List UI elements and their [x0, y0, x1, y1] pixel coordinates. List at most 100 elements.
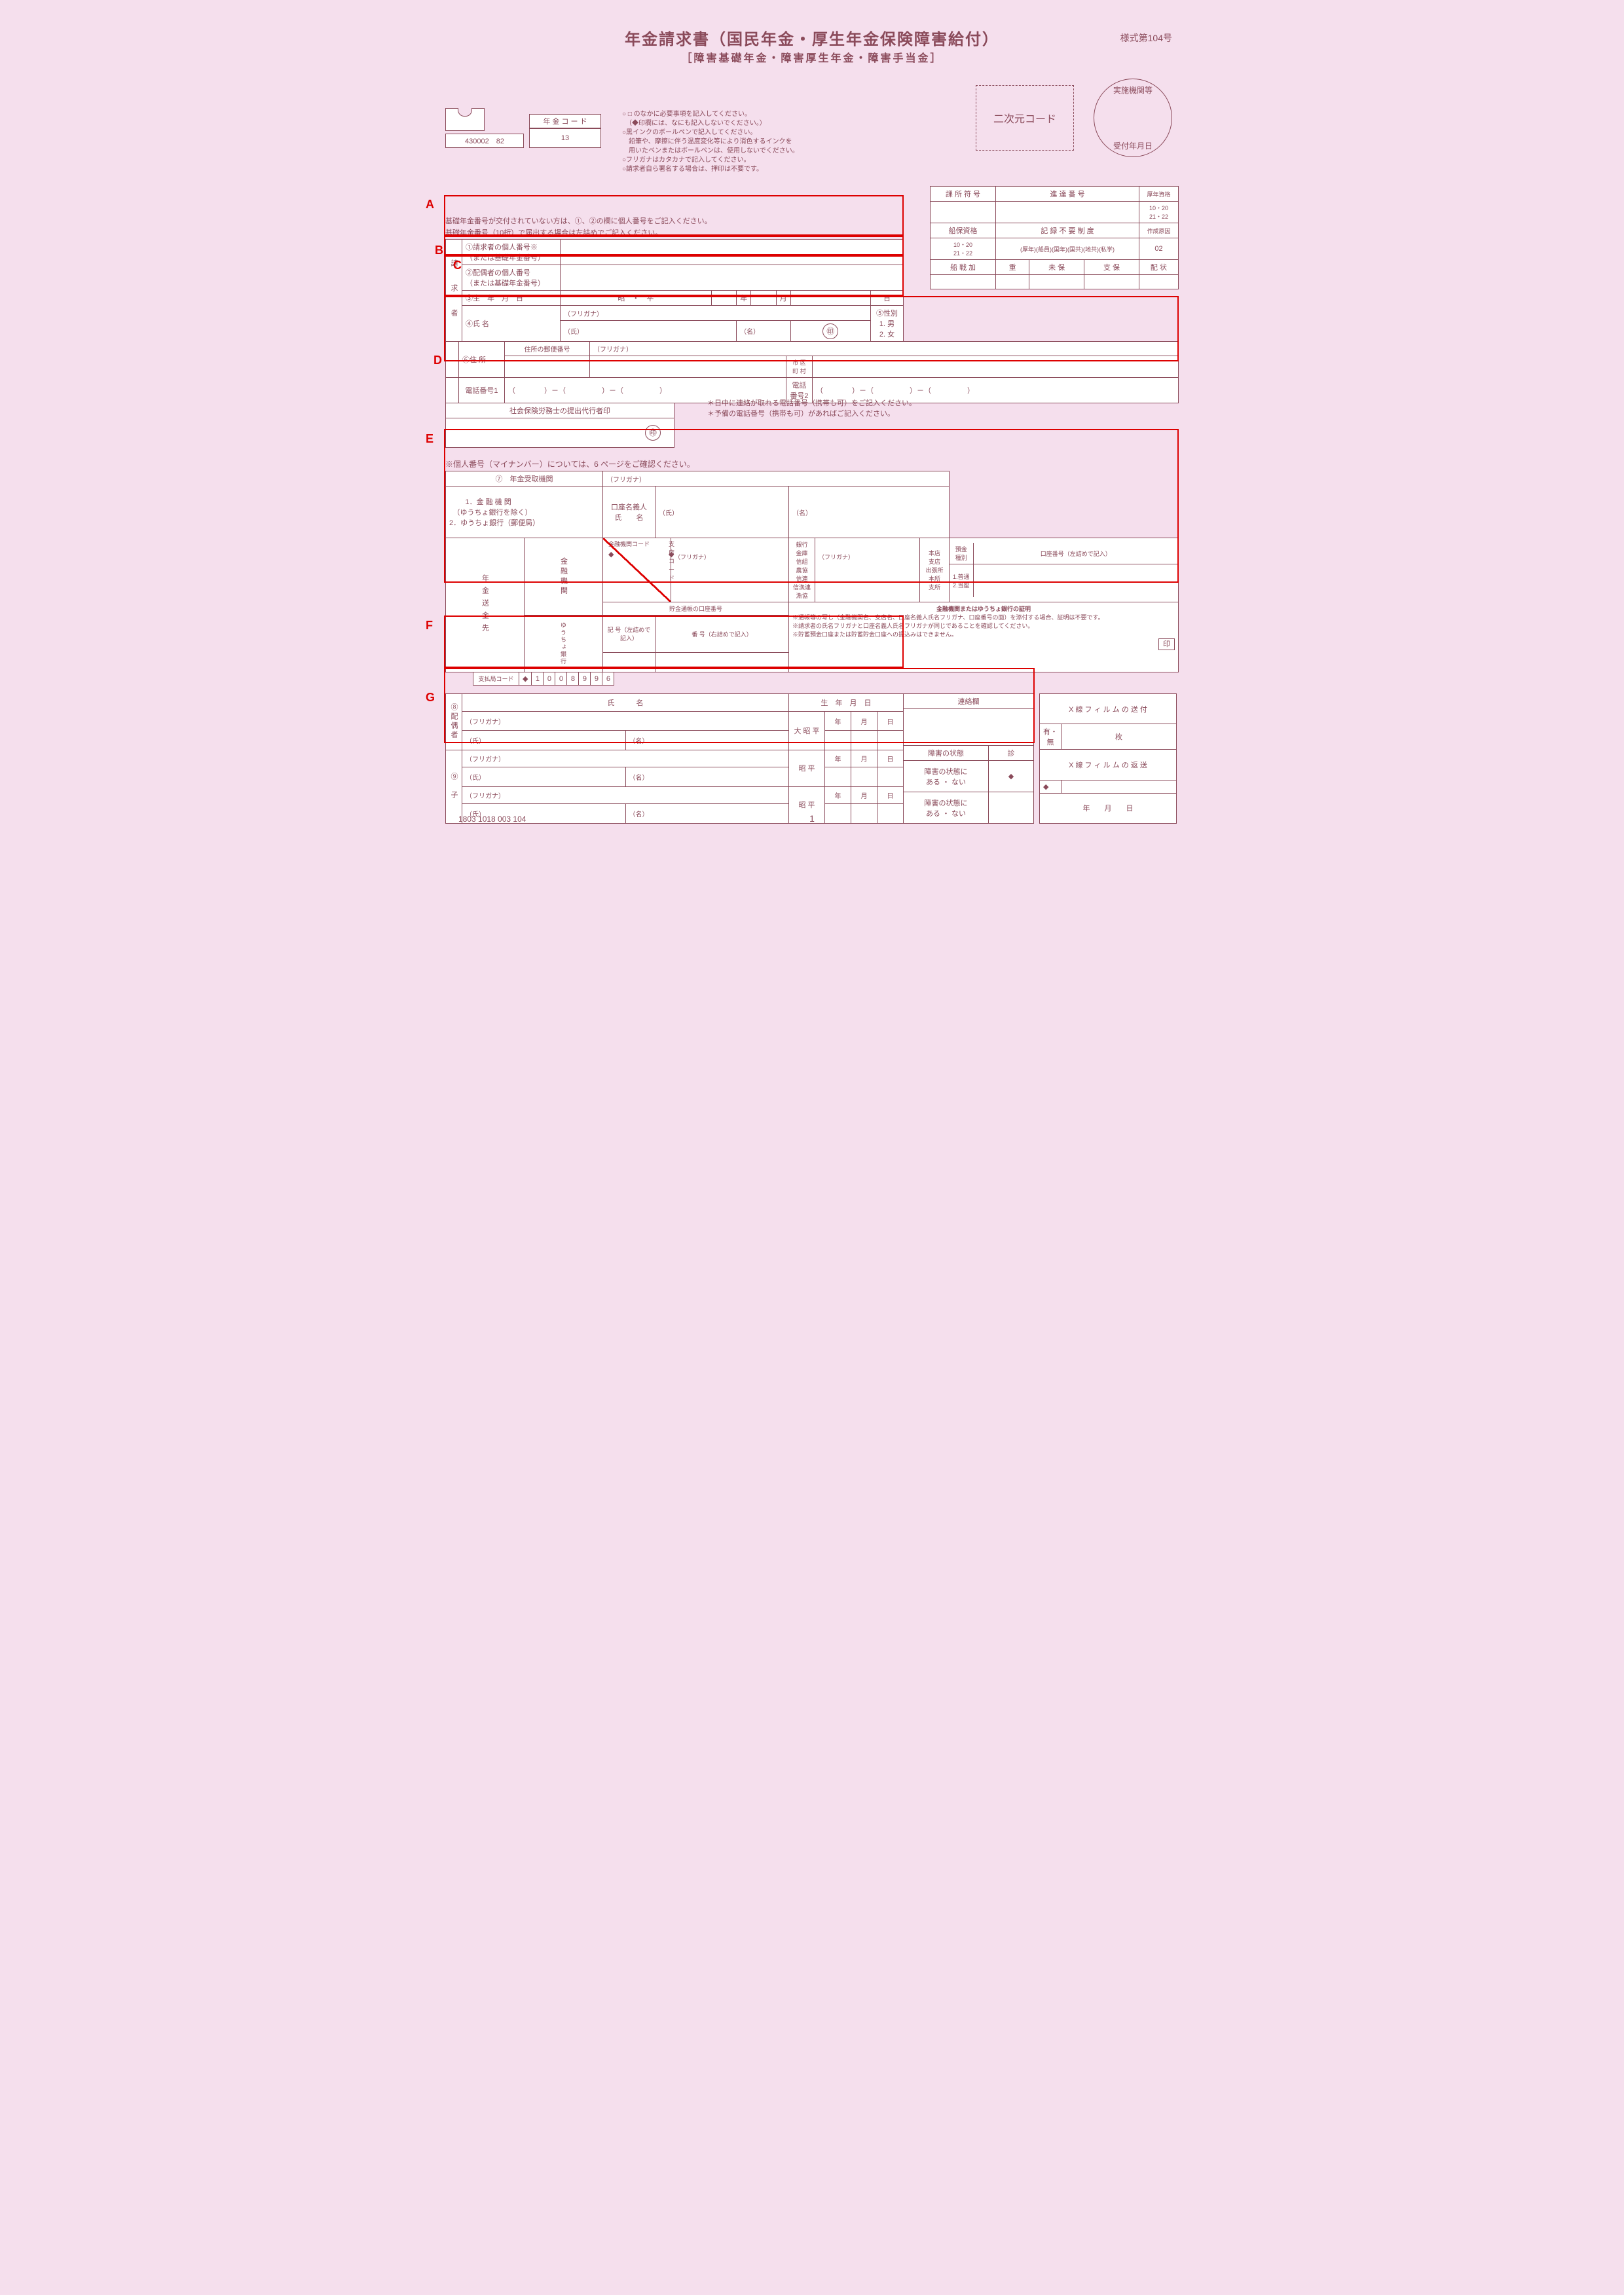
paycode-label: 支払局コード — [473, 672, 519, 686]
bango-input[interactable] — [655, 653, 789, 672]
header: 年金請求書（国民年金・厚生年金保険障害給付） ［障害基礎年金・障害厚生年金・障害… — [445, 26, 1179, 65]
serial: 430002 82 — [445, 134, 524, 148]
postal-code[interactable] — [505, 356, 590, 378]
address-table: ⑥住 所 住所の郵便番号 （フリガナ） 市 区 町 村 電話番号1 （ ）－（ … — [445, 341, 1179, 403]
yucho-vert: ゆうちょ銀行 — [525, 615, 603, 672]
instructions: ○ □ のなかに必要事項を記入してください。 （◆印欄には、なにも記入しないでく… — [622, 110, 812, 174]
branch-type[interactable]: 本店 支店 出張所 本所 支所 — [920, 538, 950, 602]
bango-label: 番 号（右詰めで記入） — [655, 615, 789, 653]
pension-code-label: 年 金 コ ー ド — [529, 114, 601, 128]
fin-vert: 金融機関 — [525, 538, 603, 615]
kigo-input[interactable] — [603, 653, 655, 672]
addr-furigana[interactable]: （フリガナ） — [590, 342, 1179, 356]
mynumber-note: ※個人番号（マイナンバー）については、6 ページをご確認ください。 — [445, 458, 1179, 469]
fin-code-label: 金融機関コード — [608, 540, 650, 548]
sr-seal-icon: ㊞ — [645, 425, 661, 441]
note1: 基礎年金番号が交付されていない方は、①、②の欄に個人番号をご記入ください。 — [445, 215, 1179, 226]
spouse-era[interactable]: 大 昭 平 — [789, 712, 825, 750]
holder-given[interactable]: （名） — [789, 487, 950, 538]
era-select[interactable]: 昭 ・ 平 — [561, 291, 712, 306]
shin-label: 診 — [989, 746, 1034, 761]
stamp-top: 実施機関等 — [1113, 84, 1153, 96]
subtitle: ［障害基礎年金・障害厚生年金・障害手当金］ — [445, 49, 1179, 65]
branch-code-label: 支店コード — [669, 540, 674, 582]
acct-number[interactable] — [973, 564, 1178, 597]
row2-label: ②配偶者の個人番号 （または基礎年金番号） — [462, 265, 561, 291]
sec8-vert: ⑧配偶者 — [446, 694, 462, 750]
contact-label: 連絡欄 — [904, 694, 1034, 709]
addr-rest[interactable] — [813, 356, 1179, 378]
row3-label: ③生 年 月 日 — [462, 291, 561, 306]
main-area: 基礎年金番号が交付されていない方は、①、②の欄に個人番号をご記入ください。 基礎… — [445, 215, 1179, 448]
sec89-wrapper: ⑧配偶者 氏 名 生 年 月 日 （フリガナ） 大 昭 平 年 月 日 （氏） … — [445, 693, 1179, 824]
sex-male[interactable]: 1. 男 — [874, 318, 900, 329]
bank-name[interactable] — [674, 561, 785, 587]
red-F: F — [426, 619, 433, 633]
holder-surname[interactable]: （氏） — [655, 487, 789, 538]
sr-seal-table: 社会保険労務士の提出代行者印 ㊞ — [445, 403, 674, 448]
name-furigana[interactable]: （フリガナ） — [561, 306, 871, 321]
notch-box — [445, 108, 485, 131]
child1-era[interactable]: 昭 平 — [789, 750, 825, 786]
child2-furigana[interactable]: （フリガナ） — [462, 786, 789, 803]
child1-surname[interactable]: （氏） — [462, 767, 626, 786]
xray-return-label: X 線 フ ィ ル ム の 返 送 — [1040, 750, 1177, 780]
tel-notes: ＊日中に連絡が取れる電話番号（携帯も可）をご記入ください。 ＊予備の電話番号（携… — [707, 397, 916, 418]
spouse-surname[interactable]: （氏） — [462, 730, 626, 750]
xray-mai[interactable]: 枚 — [1061, 724, 1177, 750]
row1-label: ①請求者の個人番号※ （または基礎年金番号） — [462, 240, 561, 265]
sex-female[interactable]: 2. 女 — [874, 329, 900, 339]
spouse-furigana[interactable]: （フリガナ） — [462, 712, 789, 730]
footer-code: 1803 1018 003 104 — [458, 815, 526, 824]
receipt-stamp: 実施機関等 受付年月日 — [1094, 79, 1172, 157]
bank-table: ⑦ 年金受取機関 （フリガナ） 1．金 融 機 関 （ゆうちょ銀行を除く）2．ゆ… — [445, 471, 1179, 672]
child2-dis[interactable]: 障害の状態に ある ・ ない — [904, 792, 989, 824]
kigo-label: 記 号（左詰めで記入） — [603, 615, 655, 653]
passbook-label: 貯金通帳の口座番号 — [603, 602, 789, 615]
claimant-table: 請 求 者 ①請求者の個人番号※ （または基礎年金番号） ②配偶者の個人番号 （… — [445, 239, 904, 342]
form-number: 様式第104号 — [1120, 31, 1172, 45]
red-A: A — [426, 198, 434, 211]
xray-date[interactable]: 年 月 日 — [1040, 793, 1177, 823]
sec9-vert: ⑨ 子 — [446, 750, 462, 823]
dob-header: 生 年 月 日 — [789, 694, 904, 712]
bank-vert: 年金送金先 — [446, 538, 525, 672]
bank-type[interactable]: 銀行 金庫 信組 農協 信連 信漁連 漁協 — [789, 538, 815, 602]
contact-area[interactable] — [904, 709, 1034, 746]
page: 年金請求書（国民年金・厚生年金保険障害給付） ［障害基礎年金・障害厚生年金・障害… — [406, 0, 1218, 850]
pension-code: 13 — [529, 128, 601, 148]
bank-options[interactable]: 1．金 融 機 関 （ゆうちょ銀行を除く）2．ゆうちょ銀行（郵便局） — [446, 487, 603, 538]
name-header: 氏 名 — [462, 694, 789, 712]
title: 年金請求書（国民年金・厚生年金保険障害給付） — [445, 26, 1179, 49]
acct-no-label: 口座番号（左詰めで記入） — [973, 543, 1178, 564]
tel1-label: 電話番号1 — [459, 378, 505, 403]
child1-given[interactable]: （名） — [625, 767, 789, 786]
acct-type[interactable]: 1.普通 2.当座 — [950, 564, 973, 597]
sec7-label: ⑦ 年金受取機関 — [446, 471, 603, 487]
seal-icon: ㊞ — [822, 323, 838, 339]
page-number: 1 — [809, 813, 815, 824]
claimant-vert: 請 求 者 — [446, 240, 462, 342]
sex-label: ⑤性別 — [874, 308, 900, 318]
spouse-given[interactable]: （名） — [625, 730, 789, 750]
child2-era[interactable]: 昭 平 — [789, 786, 825, 823]
red-C: C — [453, 259, 462, 272]
child1-dis[interactable]: 障害の状態に ある ・ ない — [904, 761, 989, 792]
personal-number-1[interactable] — [561, 240, 904, 265]
child1-furigana[interactable]: （フリガナ） — [462, 750, 789, 767]
red-D: D — [434, 354, 442, 367]
spouse-child-table: ⑧配偶者 氏 名 生 年 月 日 （フリガナ） 大 昭 平 年 月 日 （氏） … — [445, 693, 904, 824]
branch-name[interactable] — [819, 561, 916, 587]
stamp-bottom: 受付年月日 — [1113, 140, 1153, 151]
row6-label: ⑥住 所 — [459, 342, 505, 378]
proof-label: 金融機関またはゆうちょ銀行の証明 — [792, 604, 1175, 613]
red-G: G — [426, 691, 435, 705]
sr-label: 社会保険労務士の提出代行者印 — [446, 403, 674, 418]
child2-given[interactable]: （名） — [625, 804, 789, 824]
xray-ari[interactable]: 有・無 — [1040, 724, 1061, 750]
holder-furigana[interactable]: （フリガナ） — [603, 471, 950, 487]
given-name[interactable]: （名） — [737, 321, 790, 342]
personal-number-2[interactable] — [561, 265, 904, 291]
surname[interactable]: （氏） — [561, 321, 737, 342]
addr-city[interactable] — [590, 356, 786, 378]
